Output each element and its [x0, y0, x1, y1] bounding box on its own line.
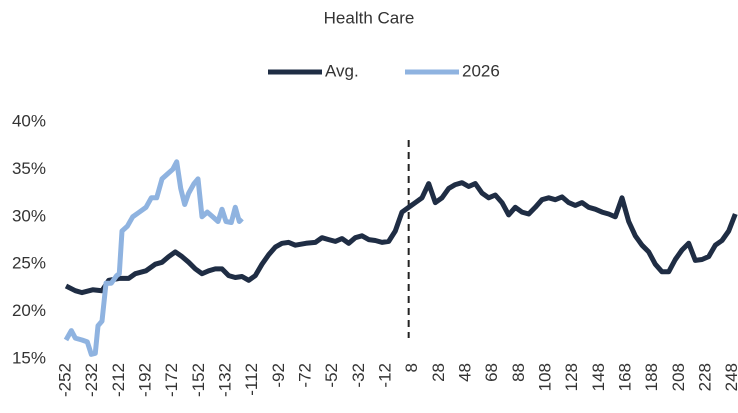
chart-title: Health Care	[324, 8, 415, 27]
x-tick-label: 48	[455, 363, 474, 382]
x-tick-label: -152	[189, 363, 208, 397]
x-tick-label: -112	[242, 363, 261, 396]
x-tick-label: 28	[429, 363, 448, 382]
x-tick-label: 108	[535, 363, 554, 391]
line-series	[63, 159, 244, 357]
y-tick-label: 20%	[12, 301, 46, 320]
x-tick-label: -192	[135, 363, 154, 397]
x-tick-label: 208	[669, 363, 688, 391]
x-tick-label: 248	[722, 363, 738, 391]
legend-label: Avg.	[325, 61, 359, 80]
line-series	[64, 180, 738, 296]
x-tick-label: -172	[162, 363, 181, 397]
legend-label: 2026	[462, 61, 500, 80]
x-tick-label: -72	[295, 363, 314, 388]
y-tick-label: 30%	[12, 206, 46, 225]
x-tick-label: 168	[615, 363, 634, 391]
x-tick-label: 228	[695, 363, 714, 391]
x-tick-label: -12	[375, 363, 394, 388]
x-tick-label: -232	[82, 363, 101, 397]
x-tick-label: 68	[482, 363, 501, 382]
x-tick-label: -32	[349, 363, 368, 388]
x-tick-label: -52	[322, 363, 341, 388]
x-tick-label: 8	[402, 363, 421, 372]
x-tick-label: 188	[642, 363, 661, 391]
y-tick-label: 25%	[12, 254, 46, 273]
x-tick-label: -252	[55, 363, 74, 397]
x-tick-label: 128	[562, 363, 581, 391]
y-tick-label: 40%	[12, 111, 46, 130]
y-tick-label: 15%	[12, 348, 46, 367]
y-tick-label: 35%	[12, 159, 46, 178]
x-tick-label: -92	[269, 363, 288, 388]
x-tick-label: -132	[215, 363, 234, 397]
x-tick-label: -212	[109, 363, 128, 397]
x-tick-label: 88	[509, 363, 528, 382]
x-tick-label: 148	[589, 363, 608, 391]
